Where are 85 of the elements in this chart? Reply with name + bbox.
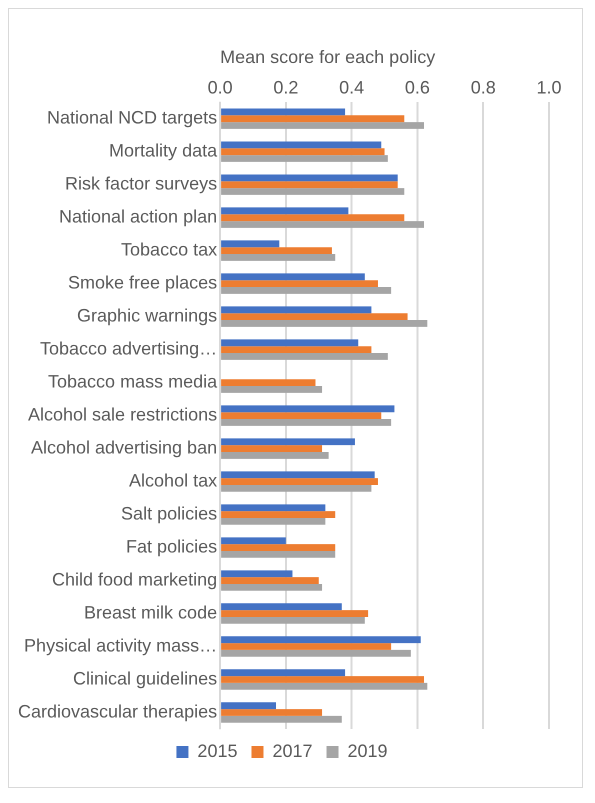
bar — [221, 616, 365, 624]
bar — [221, 603, 342, 610]
legend-label: 2015 — [197, 740, 238, 761]
y-tick-label: Tobacco tax — [121, 240, 218, 260]
bar — [221, 636, 421, 644]
bar — [221, 306, 372, 314]
bar — [221, 577, 319, 584]
bar — [221, 511, 336, 518]
bar — [221, 471, 375, 478]
bar — [221, 570, 292, 578]
bar — [221, 716, 342, 723]
bar — [221, 339, 358, 346]
bar — [221, 484, 372, 492]
x-tick-label: 0.0 — [208, 77, 233, 98]
bar — [221, 346, 372, 354]
bar — [221, 643, 392, 650]
bar — [221, 174, 398, 182]
bar — [221, 419, 392, 426]
bar — [221, 320, 428, 327]
y-tick-label: Clinical guidelines — [73, 668, 218, 688]
y-tick-label: Mortality data — [109, 140, 218, 161]
x-tick-label: 0.2 — [273, 77, 298, 98]
bar — [221, 313, 408, 320]
bar — [221, 709, 322, 716]
bar — [221, 438, 355, 446]
legend-label: 2017 — [272, 740, 313, 761]
y-tick-label: Risk factor surveys — [65, 174, 218, 194]
bar — [221, 273, 365, 280]
bar — [221, 452, 329, 459]
y-tick-label: Child food marketing — [52, 570, 218, 590]
x-tick-label: 1.0 — [536, 77, 562, 98]
bar — [221, 504, 326, 512]
bar — [221, 108, 346, 116]
y-tick-label: Fat policies — [126, 536, 218, 557]
bar — [221, 584, 322, 591]
bar — [221, 287, 392, 294]
bar — [221, 240, 280, 248]
bar — [221, 478, 378, 485]
bar — [221, 550, 336, 558]
y-tick-label: Salt policies — [121, 504, 218, 524]
bar — [221, 122, 424, 129]
bar — [221, 214, 404, 222]
bar — [221, 188, 404, 195]
bar — [221, 254, 336, 261]
y-tick-label: Graphic warnings — [77, 306, 218, 326]
x-tick-label: 0.8 — [470, 77, 496, 98]
bar — [221, 669, 346, 676]
y-tick-label: National NCD targets — [47, 108, 218, 128]
y-tick-label: National action plan — [58, 206, 218, 227]
bar — [221, 207, 348, 214]
bar — [221, 280, 378, 288]
bar — [221, 141, 382, 148]
y-tick-label: Alcohol tax — [129, 470, 218, 491]
bar — [221, 544, 336, 551]
bar — [221, 610, 368, 617]
bar — [221, 353, 388, 360]
bar — [221, 155, 388, 162]
bar — [221, 247, 332, 254]
y-tick-label: Tobacco mass media — [48, 372, 218, 392]
bar — [221, 445, 322, 452]
x-tick-label: 0.4 — [339, 77, 364, 98]
x-tick-label: 0.6 — [404, 77, 430, 98]
bar — [221, 115, 404, 122]
y-tick-label: Tobacco advertising… — [40, 338, 218, 359]
bar — [221, 412, 382, 420]
bar — [221, 405, 394, 412]
legend-label: 2019 — [348, 740, 388, 761]
bar — [221, 518, 326, 525]
bar — [221, 650, 411, 657]
y-tick-label: Physical activity mass… — [24, 635, 218, 656]
y-tick-label: Smoke free places — [68, 272, 218, 293]
y-tick-label: Breast milk code — [84, 602, 218, 623]
bar — [221, 676, 424, 683]
y-tick-label: Alcohol advertising ban — [30, 438, 218, 458]
bar — [221, 379, 316, 386]
bar — [221, 386, 322, 393]
y-tick-label: Cardiovascular therapies — [18, 701, 218, 722]
bar — [221, 181, 398, 188]
bar — [221, 702, 276, 710]
bar — [221, 682, 428, 690]
x-axis-title: Mean score for each policy — [220, 46, 436, 67]
bar — [221, 148, 385, 156]
bar — [221, 537, 286, 544]
y-tick-label: Alcohol sale restrictions — [28, 404, 218, 425]
bar — [221, 221, 424, 228]
